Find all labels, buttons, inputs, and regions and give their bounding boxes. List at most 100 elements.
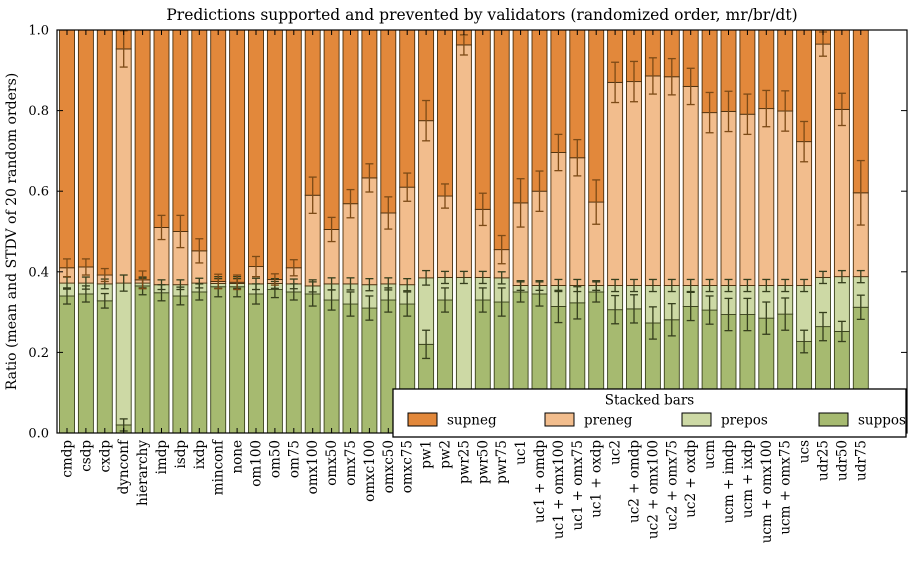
bar-segment-preneg (361, 177, 378, 286)
x-tick-label: uc1 (513, 440, 529, 465)
bar-segment-preneg (644, 75, 661, 286)
bar-segment-supneg (304, 29, 321, 196)
x-tick-label: ixdp (192, 440, 208, 469)
x-tick-label: uc2 + omdp (627, 440, 643, 523)
bar-segment-suppos (153, 292, 170, 434)
bar-segment-supneg (77, 29, 94, 268)
bar-segment-preneg (626, 81, 642, 286)
x-tick-label: ucs (797, 440, 813, 463)
x-tick-label: isdp (173, 440, 189, 469)
x-tick-label: udr75 (853, 440, 869, 481)
bar-segment-suppos (248, 293, 264, 434)
plot-area: 0.0 0.2 0.4 0.6 0.8 1.0 cmdp csdp cxdp dynconf hie… (28, 24, 908, 543)
legend-swatch-preneg (544, 412, 575, 427)
legend-label-supneg: supneg (447, 413, 497, 429)
x-tick-label: omxc50 (381, 440, 397, 493)
bar-segment-supneg (96, 29, 113, 276)
bar-segment-suppos (304, 293, 321, 434)
bar-segment-supneg (210, 29, 227, 282)
x-tick-label: omx100 (305, 440, 321, 494)
bar-segment-supneg (191, 29, 208, 252)
y-tick-label: 0.2 (28, 346, 49, 361)
bar-segment-preneg (550, 152, 567, 286)
bar-segment-supneg (512, 29, 529, 204)
x-tick-label: uc2 + omx75 (664, 440, 680, 530)
x-tick-label: minconf (211, 439, 227, 495)
bar-segment-preneg (418, 120, 435, 279)
bar-segment-suppos (229, 286, 246, 434)
legend-swatch-prepos (681, 412, 712, 427)
bar-segment-preneg (833, 108, 850, 278)
legend-title: Stacked bars (605, 393, 695, 409)
x-tick-label: pwr75 (494, 440, 510, 484)
bar-segment-suppos (285, 291, 302, 434)
x-tick-label: csdp (78, 440, 94, 472)
x-tick-label: cmdp (60, 440, 76, 478)
x-tick-label: uc2 (608, 440, 624, 465)
x-tick-label: uc1 + omx100 (551, 440, 567, 539)
x-tick-label: omx50 (324, 440, 340, 486)
legend-swatch-suppos (818, 412, 849, 427)
bar-segment-suppos (77, 293, 94, 434)
bar-segment-preneg (607, 81, 624, 286)
bar-segment-preneg (796, 141, 813, 286)
x-tick-label: none (230, 440, 246, 474)
bar-segment-supneg (493, 29, 510, 251)
legend-label-suppos: suppos (858, 413, 906, 429)
legend-label-preneg: preneg (584, 413, 633, 429)
bar-segment-supneg (399, 29, 416, 188)
bar-segment-preneg (739, 113, 756, 286)
bar-segment-suppos (361, 307, 378, 434)
y-tick-label: 0.4 (28, 265, 49, 280)
bar-segment-preneg (758, 108, 775, 286)
bar-segment-suppos (59, 295, 75, 434)
bar-segment-supneg (248, 29, 264, 268)
x-tick-label: pwr50 (475, 440, 491, 484)
x-tick-label: uc2 + oxdp (683, 440, 699, 518)
x-tick-label: om100 (249, 440, 265, 487)
x-tick-label: uc1 + omdp (532, 440, 548, 523)
x-tick-label: dynconf (116, 439, 132, 494)
x-tick-label: pw1 (419, 440, 435, 469)
bar-segment-supneg (285, 29, 302, 269)
x-tick-label: omxc75 (400, 440, 416, 493)
y-axis-label: Ratio (mean and STDV of 20 random orders… (4, 73, 20, 390)
x-tick-label: imdp (154, 440, 170, 474)
bar-segment-preneg (682, 85, 699, 286)
bar-segment-prepos (115, 282, 132, 426)
bar-segment-suppos (134, 285, 151, 434)
x-tick-label: ucm (702, 440, 718, 469)
bar-segment-suppos (96, 300, 113, 434)
bar-segment-preneg (569, 157, 586, 286)
x-tick-label: pw2 (438, 440, 454, 469)
x-tick-label: ucm + omx100 (759, 440, 775, 543)
x-tick-label: ucm + omx75 (778, 440, 794, 535)
bar-segment-supneg (229, 29, 246, 283)
bar-segment-supneg (437, 29, 453, 197)
x-tick-label: udr50 (834, 440, 850, 481)
x-tick-label: ucm + ixdp (740, 440, 756, 518)
y-tick-label: 1.0 (28, 24, 49, 39)
x-tick-label: uc1 + oxdp (589, 440, 605, 518)
x-tick-label: uc2 + omx100 (645, 440, 661, 539)
x-tick-label: om50 (267, 440, 283, 478)
bar-segment-supneg (361, 29, 378, 179)
legend-swatch-supneg (407, 412, 438, 427)
y-tick-label: 0.0 (28, 427, 49, 442)
bar-segment-preneg (815, 43, 831, 278)
bar-segment-preneg (701, 112, 718, 286)
chart-title: Predictions supported and prevented by v… (166, 6, 797, 24)
bar-segment-preneg (455, 44, 472, 278)
bar-segment-preneg (115, 48, 132, 284)
x-tick-label: cxdp (97, 440, 113, 472)
x-tick-label: omxc100 (362, 440, 378, 502)
x-tick-label: uc1 + omx75 (570, 440, 586, 530)
bar-segment-supneg (569, 29, 586, 159)
bar-segment-suppos (172, 295, 189, 434)
x-tick-label: omx75 (343, 440, 359, 486)
bar-segment-suppos (210, 286, 227, 434)
x-tick-label: om75 (286, 440, 302, 478)
bar-segment-preneg (777, 110, 794, 286)
bar-segment-supneg (153, 29, 170, 228)
